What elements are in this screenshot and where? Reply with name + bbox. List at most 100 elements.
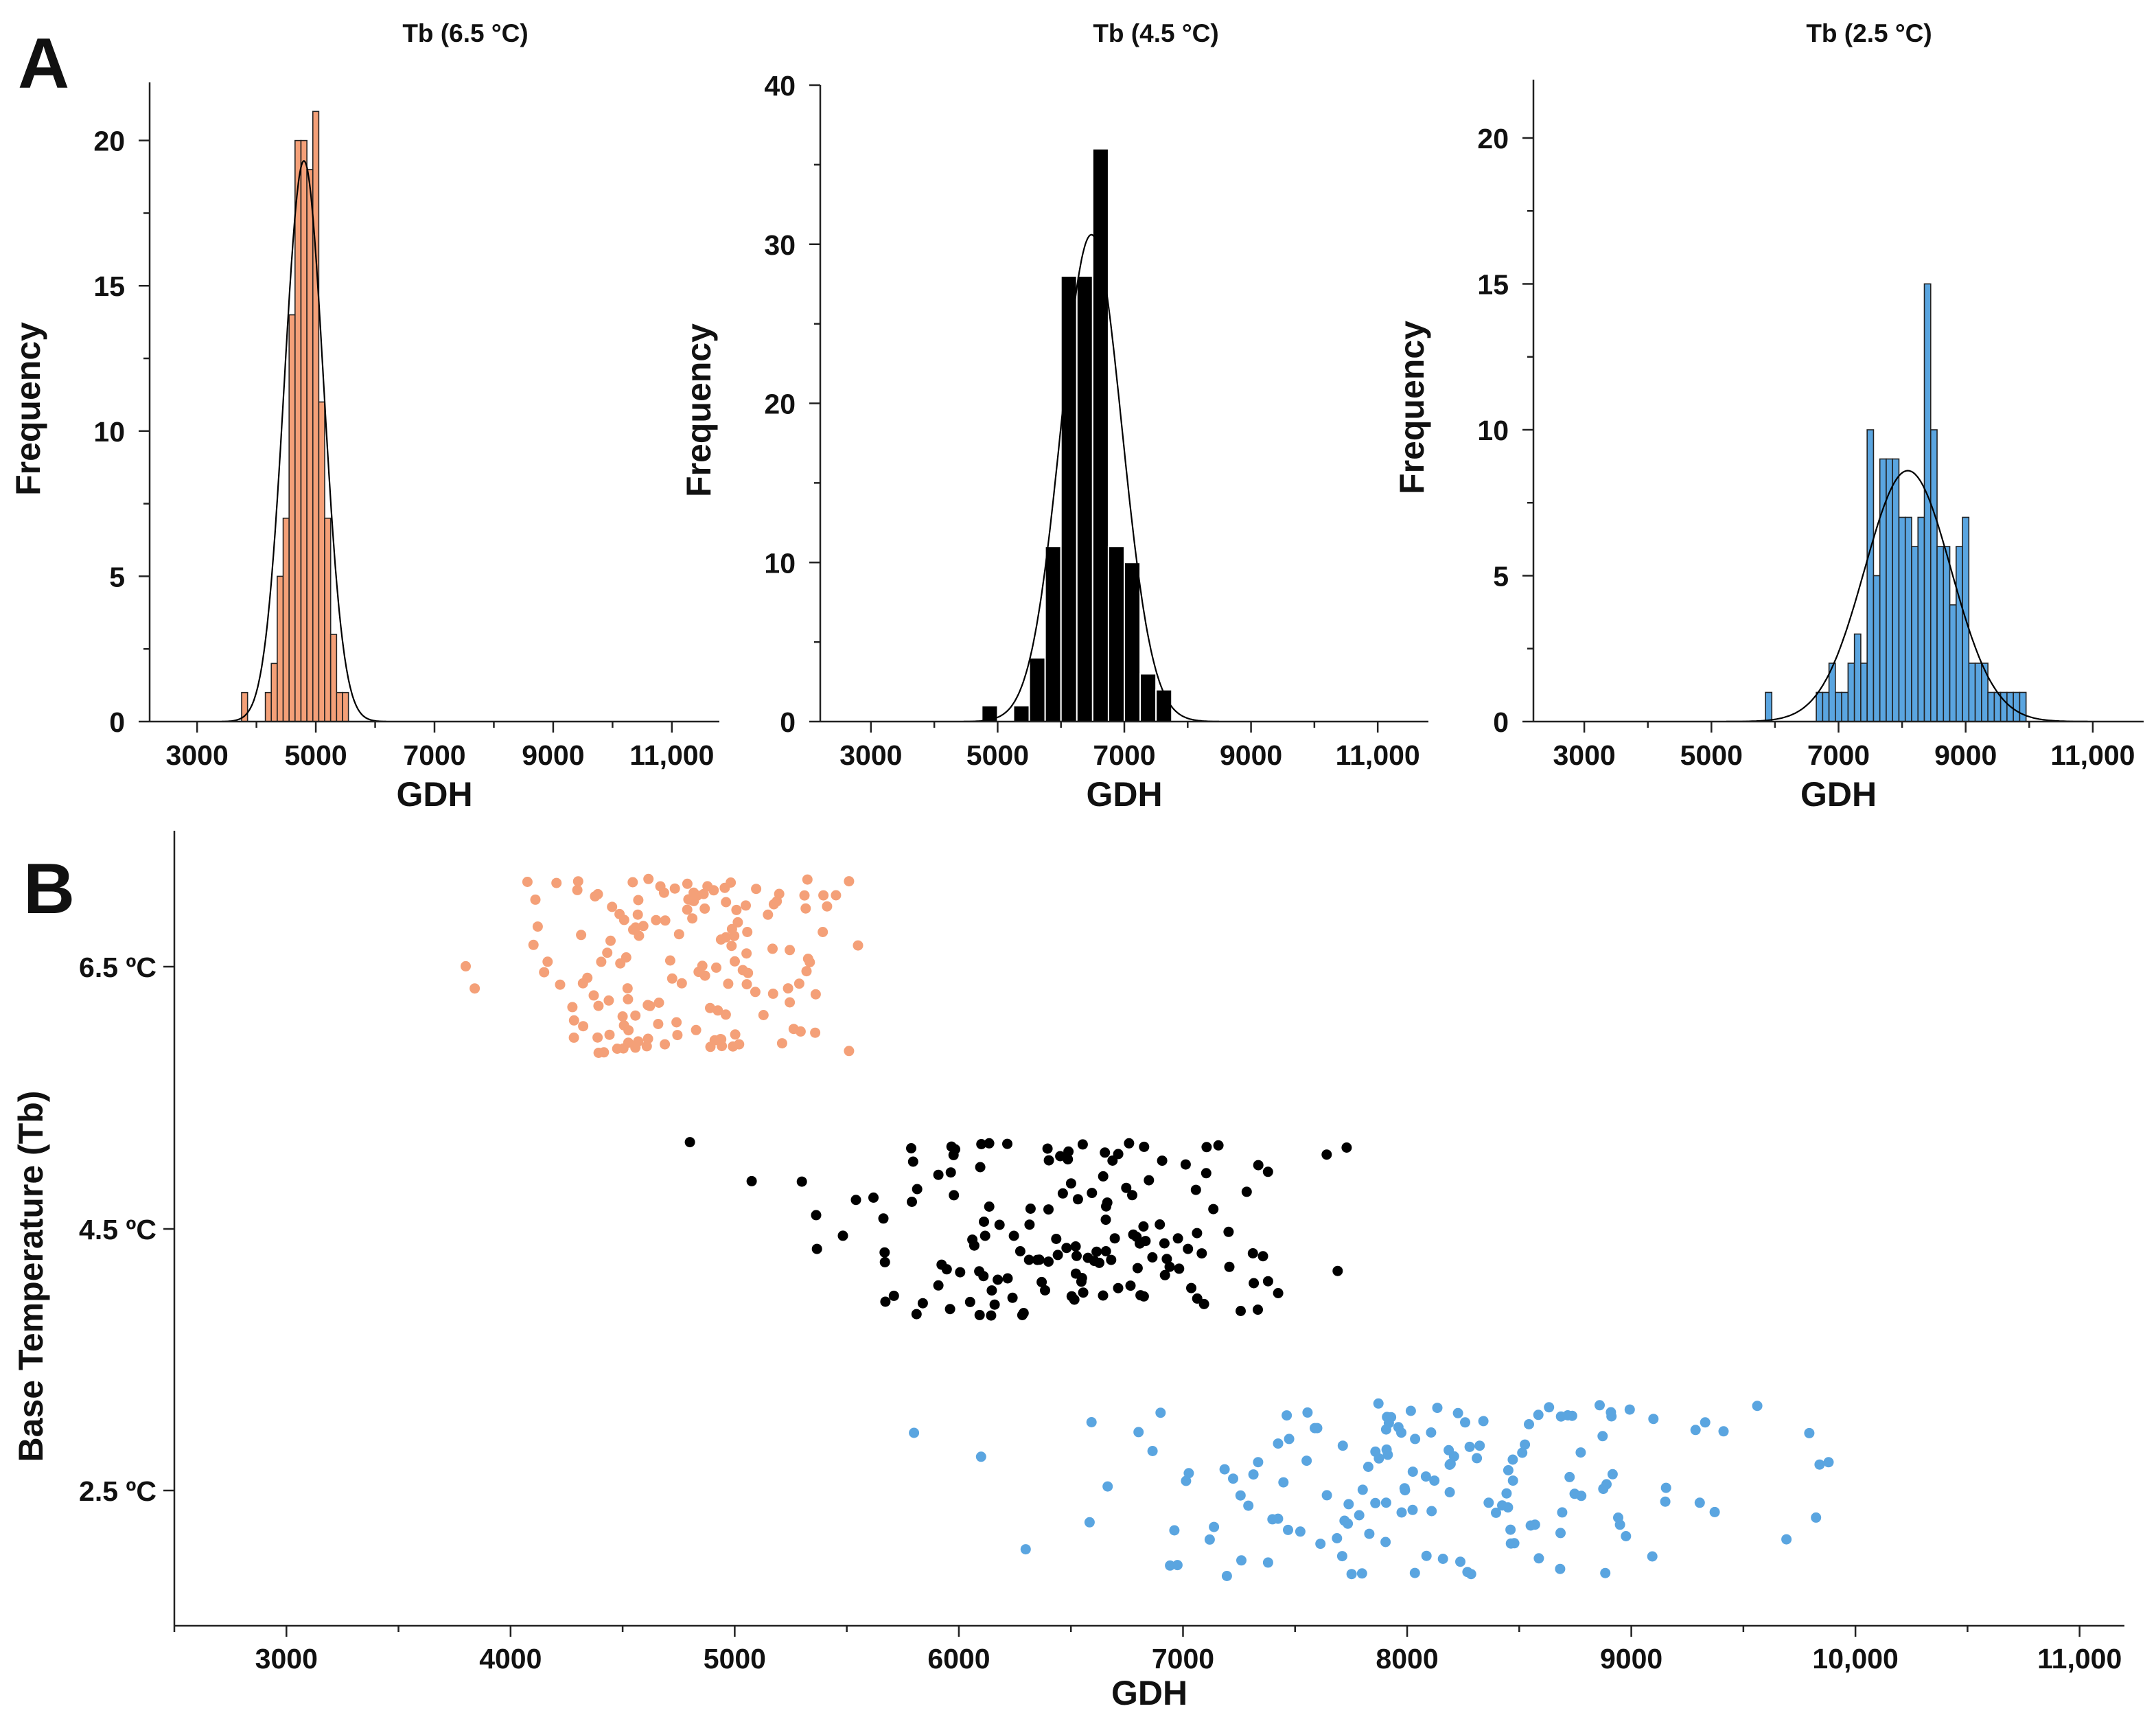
scatter-point xyxy=(1223,1226,1234,1237)
scatter-point xyxy=(1102,1197,1113,1208)
scatter-point xyxy=(712,1005,723,1016)
scatter-point xyxy=(671,1017,682,1028)
normal-fit-curve xyxy=(963,233,1220,722)
scatter-point xyxy=(974,1309,985,1320)
scatter-point xyxy=(853,940,863,951)
scatter-point xyxy=(1036,1276,1047,1287)
scatter-point xyxy=(1084,1517,1095,1528)
scatter-point xyxy=(1472,1453,1483,1464)
histogram-bar xyxy=(1879,458,1887,722)
x-tick-label: 7000 xyxy=(403,739,465,771)
scatter-point xyxy=(986,1285,997,1296)
scatter-point xyxy=(1043,1256,1054,1267)
histogram-bar xyxy=(324,517,332,722)
scatter-point xyxy=(568,1032,579,1043)
scatter-point xyxy=(1221,1571,1232,1581)
scatter-point xyxy=(1248,1469,1259,1480)
scatter-point xyxy=(730,1029,741,1040)
y-axis-label: Base Temperature (Tb) xyxy=(12,1091,50,1462)
histogram-bar xyxy=(1929,429,1938,722)
scatter-point xyxy=(539,967,550,978)
x-tick-label: 8000 xyxy=(1376,1643,1438,1675)
scatter-point xyxy=(906,1143,916,1153)
x-tick-label: 4000 xyxy=(479,1643,542,1675)
y-tick-label: 10 xyxy=(764,547,796,579)
scatter-point xyxy=(1144,1175,1155,1186)
scatter-point xyxy=(879,1256,890,1267)
scatter-point xyxy=(907,1197,917,1207)
scatter-point xyxy=(622,983,633,994)
scatter-point xyxy=(1020,1544,1031,1555)
scatter-point xyxy=(721,897,732,908)
x-tick-label: 3000 xyxy=(1553,739,1615,771)
scatter-point xyxy=(1235,1490,1246,1501)
scatter-point xyxy=(651,914,662,925)
scatter-point xyxy=(1098,1171,1109,1182)
scatter-point xyxy=(1061,1243,1072,1254)
scatter-point xyxy=(802,954,813,964)
scatter-point xyxy=(844,1046,855,1057)
scatter-point xyxy=(980,1230,990,1241)
scatter-point xyxy=(1066,1291,1077,1302)
scatter-point xyxy=(1204,1534,1215,1545)
scatter-point xyxy=(723,978,734,989)
histogram-bar xyxy=(294,139,302,722)
y-tick-label: 4.5 ºC xyxy=(79,1214,157,1245)
scatter-point xyxy=(1321,1490,1332,1501)
scatter-point xyxy=(576,930,587,941)
histogram-bar xyxy=(300,139,308,722)
scatter-point xyxy=(801,966,812,977)
scatter-point xyxy=(732,917,743,928)
scatter-point xyxy=(1055,1151,1066,1162)
chart-title: Tb (2.5 °C) xyxy=(1806,19,1932,47)
scatter-point xyxy=(1078,1287,1089,1298)
scatter-point xyxy=(1382,1449,1393,1460)
scatter-point xyxy=(975,1451,986,1462)
x-tick-label: 11,000 xyxy=(2037,1643,2122,1675)
scatter-point xyxy=(879,1247,890,1258)
histogram-bar xyxy=(1987,691,1995,722)
scatter-point xyxy=(1700,1417,1711,1428)
histogram-bar xyxy=(1012,704,1030,722)
scatter-point xyxy=(967,1234,978,1245)
scatter-point xyxy=(1018,1308,1029,1318)
scatter-point xyxy=(726,923,737,934)
scatter-point xyxy=(994,1219,1005,1230)
y-tick-label: 30 xyxy=(764,229,796,261)
scatter-point xyxy=(1257,1251,1268,1262)
scatter-point xyxy=(785,997,796,1008)
scatter-point xyxy=(1262,1166,1273,1177)
scatter-point xyxy=(1621,1531,1632,1541)
scatter-point xyxy=(1180,1159,1191,1170)
scatter-point xyxy=(1357,1484,1368,1495)
scatter-point xyxy=(810,989,821,1000)
scatter-point xyxy=(1043,1204,1054,1215)
scatter-point xyxy=(776,1038,787,1049)
scatter-point xyxy=(603,995,614,1006)
scatter-point xyxy=(1709,1506,1720,1517)
histogram-bar xyxy=(1943,546,1951,722)
scatter-point xyxy=(542,956,553,967)
x-tick-label: 3000 xyxy=(166,739,229,771)
scatter-point xyxy=(949,1190,960,1201)
scatter-point xyxy=(1474,1440,1485,1451)
scatter-point xyxy=(1100,1147,1111,1158)
histogram-tb-2-5: Tb (2.5 °C) 3000 5000 7000 9000 11,000 0 5 10 15 2… xyxy=(1393,19,2144,814)
y-tick-label: 10 xyxy=(93,416,125,448)
scatter-point xyxy=(693,967,704,978)
y-axis-label: Frequency xyxy=(680,323,718,497)
x-tick-label: 7000 xyxy=(1807,739,1870,771)
scatter-point xyxy=(1648,1414,1659,1425)
scatter-point xyxy=(909,1427,920,1438)
scatter-point xyxy=(1295,1526,1306,1537)
scatter-point xyxy=(1147,1446,1158,1456)
x-tick-label: 5000 xyxy=(966,739,1029,771)
histogram-bar xyxy=(1892,458,1900,722)
scatter-point xyxy=(1208,1204,1219,1215)
scatter-point xyxy=(741,900,751,911)
scatter-point xyxy=(653,998,664,1008)
scatter-point xyxy=(1183,1468,1194,1479)
scatter-point xyxy=(1228,1473,1238,1484)
x-tick-label: 9000 xyxy=(1600,1643,1662,1675)
